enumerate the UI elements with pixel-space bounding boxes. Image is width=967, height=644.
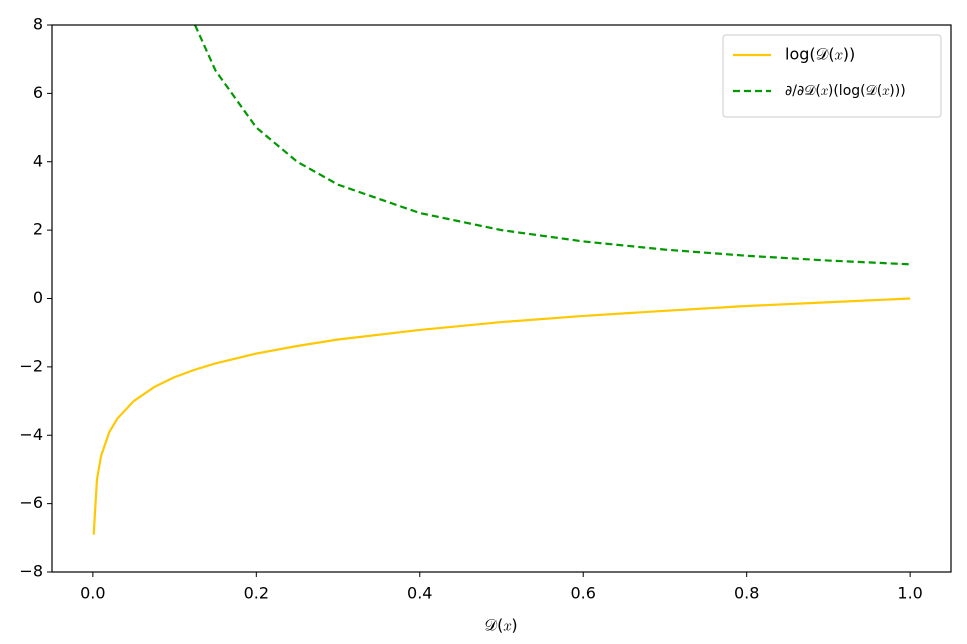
plot-frame: [51, 24, 952, 573]
series-line: [194, 25, 911, 266]
y-tick-label: −2: [19, 356, 43, 375]
y-tick-label: 8: [33, 15, 43, 34]
legend-label: log(𝒟(𝑥)): [785, 45, 855, 64]
y-tick-label: −8: [19, 562, 43, 581]
legend-label: ∂/∂𝒟(𝑥)(log(𝒟(𝑥))): [785, 83, 906, 99]
y-tick-label: −6: [19, 493, 43, 512]
y-tick-label: 6: [33, 83, 43, 102]
x-tick-label: 0.8: [734, 584, 759, 603]
series-line: [92, 297, 911, 535]
plot-area: [92, 25, 911, 535]
x-tick-label: 0.0: [80, 584, 105, 603]
x-axis-label: 𝒟(𝑥): [484, 616, 517, 635]
y-tick-label: 0: [33, 288, 43, 307]
x-tick-label: 1.0: [897, 584, 922, 603]
y-tick-label: 4: [33, 151, 43, 170]
y-tick-label: 2: [33, 220, 43, 239]
x-tick-label: 0.4: [407, 584, 432, 603]
legend-box: [722, 34, 942, 118]
x-tick-label: 0.2: [244, 584, 269, 603]
y-tick-label: −4: [19, 425, 43, 444]
x-tick-label: 0.6: [571, 584, 596, 603]
